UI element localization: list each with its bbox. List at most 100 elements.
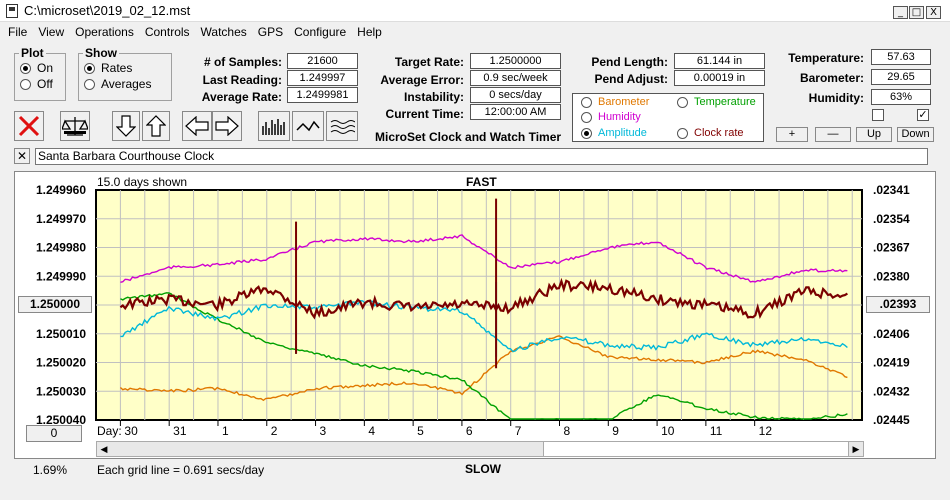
- x-tick-label: 2: [271, 424, 278, 438]
- line-graph-button[interactable]: [292, 111, 324, 141]
- clock-name-field[interactable]: Santa Barbara Courthouse Clock: [35, 148, 928, 165]
- y-left-tick-label: 1.250030: [36, 384, 86, 398]
- scroll-thumb[interactable]: [543, 442, 849, 456]
- last-reading-label: Last Reading:: [202, 73, 282, 87]
- menu-configure[interactable]: Configure: [294, 25, 347, 39]
- pend-length-label: Pend Length:: [591, 55, 668, 69]
- radio-dot-icon: [84, 78, 95, 90]
- show-averages-radio[interactable]: Averages: [84, 76, 171, 92]
- fast-label: FAST: [466, 175, 497, 189]
- instability-value: 0 secs/day: [470, 87, 561, 103]
- series-clock-rate-radio[interactable]: Clock rate: [677, 127, 744, 139]
- left-arrow-button[interactable]: [182, 111, 212, 141]
- down-button[interactable]: Down: [897, 127, 934, 142]
- histogram-button[interactable]: [258, 111, 290, 141]
- plus-button[interactable]: +: [776, 127, 808, 142]
- up-button[interactable]: Up: [856, 127, 892, 142]
- right-reference-button[interactable]: .02393: [866, 296, 930, 313]
- plot-off-radio[interactable]: Off: [20, 76, 65, 92]
- radio-dot-icon: [581, 127, 592, 139]
- series-barometer-label: Barometer: [598, 96, 650, 108]
- minus-button[interactable]: —: [815, 127, 851, 142]
- app-brand-label: MicroSet Clock and Watch Timer: [375, 130, 562, 144]
- average-error-value: 0.9 sec/week: [470, 70, 561, 86]
- radio-dot-icon: [677, 127, 688, 139]
- left-reference-button[interactable]: 1.250000: [18, 296, 92, 313]
- x-tick-label: 7: [515, 424, 522, 438]
- barometer-value: 29.65: [871, 69, 931, 85]
- scroll-right-icon[interactable]: ▶: [852, 444, 860, 454]
- target-rate-label: Target Rate:: [394, 55, 464, 69]
- temperature-label: Temperature:: [788, 51, 864, 65]
- x-tick-label: 11: [710, 424, 723, 438]
- menu-file[interactable]: File: [8, 25, 28, 39]
- series-amplitude-label: Amplitude: [598, 127, 647, 139]
- series-line-clock-rate: [119, 277, 848, 320]
- scroll-left-icon[interactable]: ◀: [100, 444, 108, 454]
- checkbox-1[interactable]: [872, 109, 884, 121]
- pend-adjust-label: Pend Adjust:: [594, 72, 668, 86]
- plot-legend: Plot: [21, 46, 44, 60]
- menu-help[interactable]: Help: [357, 25, 382, 39]
- menu-gps[interactable]: GPS: [257, 25, 284, 39]
- radio-dot-icon: [581, 111, 592, 123]
- balance-button[interactable]: [60, 111, 90, 141]
- series-temperature-radio[interactable]: Temperature: [677, 96, 756, 108]
- y-right-tick-label: .02406: [873, 327, 910, 341]
- menu-bar: File View Operations Controls Watches GPS Conf…: [0, 22, 950, 42]
- series-temperature-label: Temperature: [694, 96, 756, 108]
- show-legend: Show: [85, 46, 117, 60]
- wave-icon: [330, 120, 355, 134]
- samples-label: # of Samples:: [203, 55, 282, 69]
- average-rate-label: Average Rate:: [201, 90, 282, 104]
- y-right-tick-label: .02432: [873, 384, 910, 398]
- menu-controls[interactable]: Controls: [144, 25, 190, 39]
- y-left-tick-label: 1.249970: [36, 212, 86, 226]
- x-tick-label: 10: [661, 424, 675, 438]
- up-arrow-icon: [146, 115, 166, 137]
- clear-clock-button[interactable]: ✕: [14, 148, 30, 164]
- up-arrow-button[interactable]: [142, 111, 170, 141]
- series-clock-rate-label: Clock rate: [694, 127, 744, 139]
- maximize-button[interactable]: □: [909, 6, 924, 19]
- offset-button[interactable]: 0: [26, 425, 82, 442]
- day-axis-label: Day:: [97, 424, 122, 438]
- minimize-button[interactable]: _: [893, 6, 908, 19]
- series-line-barometer: [119, 335, 848, 402]
- x-tick-label: 6: [466, 424, 473, 438]
- menu-operations[interactable]: Operations: [75, 25, 134, 39]
- menu-watches[interactable]: Watches: [200, 25, 247, 39]
- right-arrow-button[interactable]: [212, 111, 242, 141]
- series-barometer-radio[interactable]: Barometer: [581, 96, 649, 108]
- show-rates-label: Rates: [101, 61, 133, 75]
- series-line-temperature: [120, 292, 848, 420]
- down-arrow-button[interactable]: [112, 111, 140, 141]
- instability-label: Instability:: [403, 90, 464, 104]
- series-lines: [119, 198, 848, 420]
- y-left-tick-label: 1.250020: [36, 356, 86, 370]
- wave-button[interactable]: [326, 111, 358, 141]
- close-button[interactable]: X: [926, 6, 941, 19]
- menu-view[interactable]: View: [38, 25, 65, 39]
- samples-value: 21600: [287, 53, 358, 69]
- plot-on-radio[interactable]: On: [20, 60, 65, 76]
- radio-dot-icon: [581, 96, 592, 108]
- horizontal-scrollbar[interactable]: ◀ ▶: [96, 441, 864, 457]
- x-tick-label: 30: [124, 424, 138, 438]
- y-left-tick-label: 1.250040: [36, 413, 86, 427]
- stop-button[interactable]: [14, 111, 44, 141]
- x-tick-label: 4: [368, 424, 375, 438]
- x-tick-label: 5: [417, 424, 424, 438]
- checkbox-2[interactable]: ✓: [917, 109, 929, 121]
- radio-dot-icon: [20, 62, 31, 74]
- series-humidity-radio[interactable]: Humidity: [581, 111, 641, 123]
- average-rate-value: 1.2499981: [287, 87, 358, 103]
- x-tick-label: 9: [612, 424, 619, 438]
- plot-off-label: Off: [37, 77, 53, 91]
- series-amplitude-radio[interactable]: Amplitude: [581, 127, 647, 139]
- percent-label: 1.69%: [33, 463, 68, 477]
- x-tick-label: 1: [222, 424, 229, 438]
- show-rates-radio[interactable]: Rates: [84, 60, 171, 76]
- left-arrow-icon: [185, 116, 209, 136]
